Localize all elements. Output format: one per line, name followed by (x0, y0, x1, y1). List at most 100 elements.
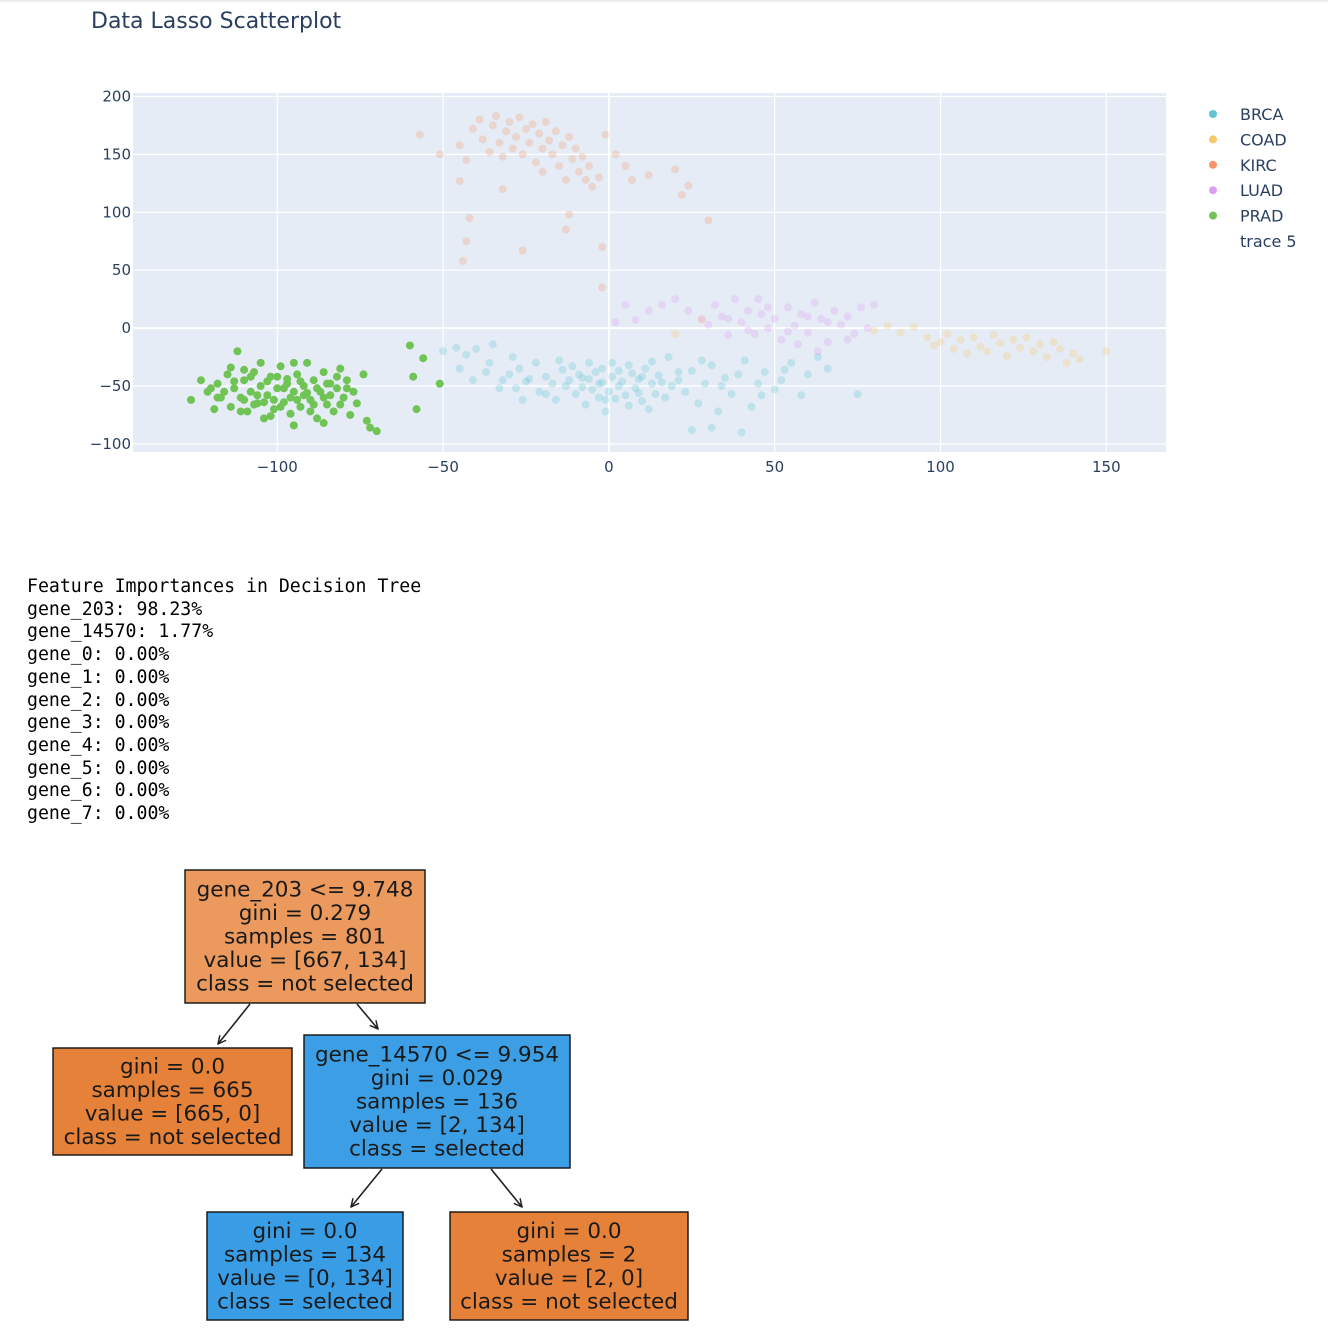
data-point[interactable] (531, 358, 540, 367)
data-point[interactable] (322, 379, 331, 388)
data-point[interactable] (634, 375, 643, 384)
data-point[interactable] (803, 312, 812, 321)
data-point[interactable] (714, 407, 723, 416)
data-point[interactable] (435, 150, 444, 159)
data-point[interactable] (303, 358, 312, 367)
data-point[interactable] (405, 341, 414, 350)
data-point[interactable] (213, 393, 222, 402)
data-point[interactable] (624, 361, 633, 370)
data-point[interactable] (803, 370, 812, 379)
data-point[interactable] (462, 350, 471, 359)
data-point[interactable] (498, 376, 507, 385)
data-point[interactable] (744, 306, 753, 315)
data-point[interactable] (671, 329, 680, 338)
data-point[interactable] (594, 393, 603, 402)
data-point[interactable] (505, 117, 514, 126)
data-point[interactable] (734, 370, 743, 379)
data-point[interactable] (541, 117, 550, 126)
data-point[interactable] (584, 358, 593, 367)
data-point[interactable] (624, 401, 633, 410)
data-point[interactable] (843, 335, 852, 344)
data-point[interactable] (342, 384, 351, 393)
data-point[interactable] (724, 314, 733, 323)
data-point[interactable] (256, 381, 265, 390)
data-point[interactable] (558, 365, 567, 374)
data-point[interactable] (638, 397, 647, 406)
data-point[interactable] (1009, 335, 1018, 344)
data-point[interactable] (286, 409, 295, 418)
data-point[interactable] (495, 138, 504, 147)
data-point[interactable] (498, 185, 507, 194)
data-point[interactable] (581, 400, 590, 409)
data-point[interactable] (472, 344, 481, 353)
data-point[interactable] (439, 347, 448, 356)
data-point[interactable] (777, 376, 786, 385)
data-point[interactable] (263, 377, 272, 386)
data-point[interactable] (309, 376, 318, 385)
data-point[interactable] (575, 370, 584, 379)
data-point[interactable] (359, 370, 368, 379)
data-point[interactable] (322, 400, 331, 409)
data-point[interactable] (568, 155, 577, 164)
data-point[interactable] (813, 353, 822, 362)
data-point[interactable] (651, 390, 660, 399)
data-point[interactable] (644, 306, 653, 315)
data-point[interactable] (478, 135, 487, 144)
data-point[interactable] (647, 357, 656, 366)
data-point[interactable] (538, 167, 547, 176)
data-point[interactable] (458, 256, 467, 265)
data-point[interactable] (492, 112, 501, 121)
data-point[interactable] (276, 402, 285, 411)
data-point[interactable] (803, 328, 812, 337)
data-point[interactable] (638, 372, 647, 381)
data-point[interactable] (598, 364, 607, 373)
data-point[interactable] (512, 384, 521, 393)
data-point[interactable] (654, 371, 663, 380)
data-point[interactable] (647, 379, 656, 388)
data-point[interactable] (754, 379, 763, 388)
data-point[interactable] (621, 391, 630, 400)
data-point[interactable] (565, 210, 574, 219)
data-point[interactable] (250, 400, 259, 409)
data-point[interactable] (266, 412, 275, 421)
data-point[interactable] (664, 353, 673, 362)
data-point[interactable] (730, 295, 739, 304)
data-point[interactable] (240, 395, 249, 404)
data-point[interactable] (306, 407, 315, 416)
data-point[interactable] (206, 384, 215, 393)
data-point[interactable] (628, 175, 637, 184)
data-point[interactable] (362, 416, 371, 425)
data-point[interactable] (870, 300, 879, 309)
data-point[interactable] (462, 237, 471, 246)
data-point[interactable] (976, 342, 985, 351)
data-point[interactable] (704, 216, 713, 225)
data-point[interactable] (823, 364, 832, 373)
data-point[interactable] (226, 363, 235, 372)
data-point[interactable] (909, 322, 918, 331)
data-point[interactable] (969, 333, 978, 342)
data-point[interactable] (681, 387, 690, 396)
data-point[interactable] (644, 405, 653, 414)
data-point[interactable] (588, 385, 597, 394)
data-point[interactable] (435, 379, 444, 388)
data-point[interactable] (409, 372, 418, 381)
data-point[interactable] (694, 399, 703, 408)
legend-item-prad[interactable]: PRAD (1209, 207, 1283, 226)
data-point[interactable] (608, 372, 617, 381)
data-point[interactable] (770, 385, 779, 394)
data-point[interactable] (996, 339, 1005, 348)
data-point[interactable] (621, 161, 630, 170)
data-point[interactable] (220, 387, 229, 396)
data-point[interactable] (817, 314, 826, 323)
legend-item-trace-5[interactable]: trace 5 (1240, 232, 1297, 251)
data-point[interactable] (187, 395, 196, 404)
data-point[interactable] (313, 414, 322, 423)
data-point[interactable] (674, 368, 683, 377)
data-point[interactable] (561, 225, 570, 234)
data-point[interactable] (293, 370, 302, 379)
data-points[interactable] (187, 112, 1111, 437)
data-point[interactable] (601, 395, 610, 404)
data-point[interactable] (697, 314, 706, 323)
data-point[interactable] (701, 379, 710, 388)
data-point[interactable] (594, 379, 603, 388)
